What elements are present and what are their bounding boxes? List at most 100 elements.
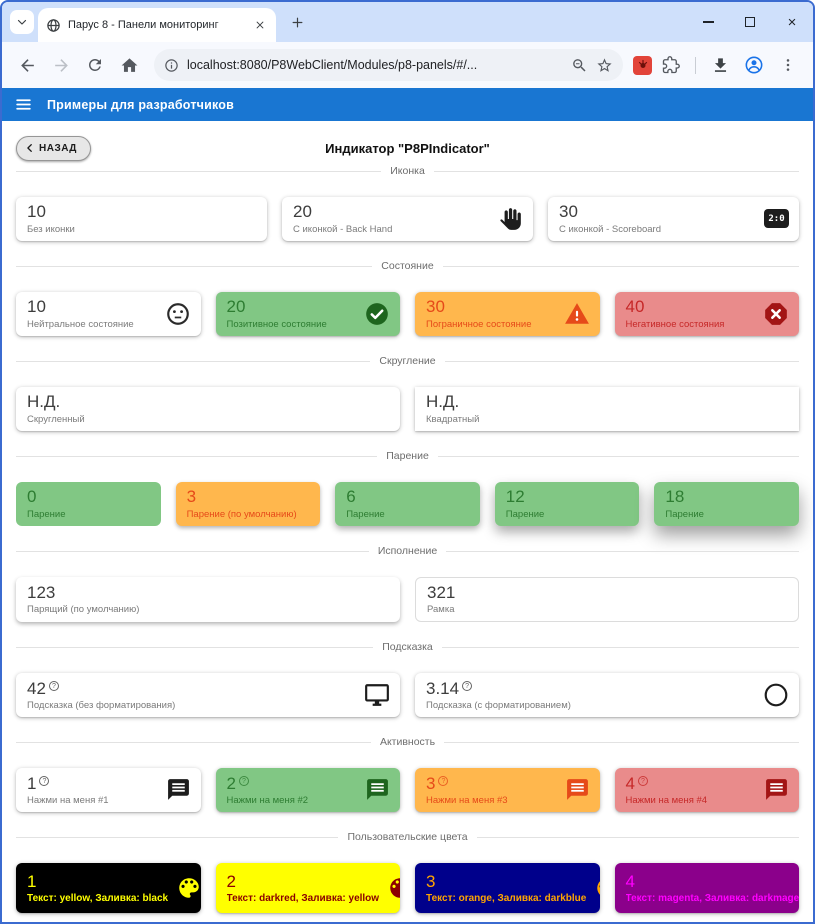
maximize-icon [745,17,755,27]
tab-close-button[interactable] [251,17,268,34]
indicator-card-clickable[interactable]: 1? Нажми на меня #1 [16,768,201,813]
palette-icon [179,878,199,898]
bookmark-star-icon[interactable] [596,57,613,74]
indicator-caption: Текст: darkred, Заливка: yellow [226,893,380,905]
info-icon[interactable] [164,58,179,73]
indicator-value: 2? [227,774,309,794]
help-badge-icon: ? [48,680,59,691]
section-state: Состояние 10 Нейтральное состояние 20 По… [16,260,799,336]
section-divider: Скругление [16,355,799,367]
indicator-value: 4? [626,774,708,794]
indicator-card-clickable[interactable]: 2? Нажми на меня #2 [215,768,400,813]
window-close-button[interactable]: × [771,2,813,42]
downloads-button[interactable] [705,50,735,80]
indicator-card: 40 Негативное состояния [614,292,799,336]
section-custom-colors: Пользовательские цвета 1 Текст: yellow, … [16,831,800,914]
section-rounding: Скругление Н.Д. Скругленный Н.Д. Квадрат… [16,355,799,431]
indicator-caption: Нажми на меня #2 [226,795,309,807]
section-activity: Активность 1? Нажми на меня #1 2? Нажми … [16,736,799,813]
window-maximize-button[interactable] [729,2,771,42]
new-tab-button[interactable] [284,9,310,35]
indicator-caption: Подсказка (без форматирования) [27,700,176,712]
indicator-value: 3 [186,487,197,507]
indicator-value: 3? [426,774,508,794]
indicator-card: 4 Текст: magenta, Заливка: darkmage... [614,863,800,914]
reload-button[interactable] [80,50,110,80]
section-divider: Иконка [16,165,799,177]
section-tooltip: Подсказка 42? Подсказка (без форматирова… [16,641,799,718]
close-icon [256,21,263,29]
indicator-value: 1? [27,774,109,794]
indicator-card: 123 Парящий (по умолчанию) [16,577,400,623]
indicator-caption: Текст: magenta, Заливка: darkmage... [625,893,800,905]
help-badge-icon: ? [637,775,648,786]
indicator-caption: Парение (по умолчанию) [186,508,297,520]
indicator-caption: Текст: orange, Заливка: darkblue [426,893,587,905]
tab-title: Парус 8 - Панели мониторинг [68,19,219,31]
section-divider: Пользовательские цвета [16,831,799,843]
section-elevation: Парение 0 Парение 3 Парение (по умолчани… [16,450,799,526]
section-divider: Исполнение [16,545,799,557]
menu-icon[interactable] [15,96,32,113]
bug-glyph-icon [638,59,647,68]
section-icon: Иконка 10 Без иконки 20 С иконкой - Back… [16,165,799,241]
help-badge-icon: ? [39,775,50,786]
indicator-card: 3 Парение (по умолчанию) [175,482,321,526]
indicator-value: 20 [293,202,312,222]
page-content: Индикатор "P8PIndicator" НАЗАД Иконка 10… [2,121,813,922]
indicator-value: Н.Д. [426,392,460,412]
globe-icon [47,18,60,32]
indicator-value: Н.Д. [27,392,61,412]
indicator-card: 30 Пограничное состояние [415,292,600,336]
tab-search-button[interactable] [10,10,34,34]
indicator-card: 20 Позитивное состояние [215,292,400,336]
section-divider: Парение [16,450,799,462]
indicator-value: 2 [226,871,236,891]
indicator-value: 40 [625,297,645,317]
forward-nav-button[interactable] [46,50,76,80]
section-divider: Состояние [16,260,799,272]
indicator-card: 2 Текст: darkred, Заливка: yellow [215,863,400,914]
indicator-card: 10 Без иконки [16,197,267,241]
indicator-caption: Парение [665,508,704,520]
browser-menu-button[interactable] [773,50,803,80]
page-title: Индикатор "P8PIndicator" [325,140,490,156]
home-button[interactable] [114,50,144,80]
indicator-card-clickable[interactable]: 3? Нажми на меня #3 [415,768,600,813]
extension-icon-red[interactable] [633,55,652,75]
comment-icon [167,779,189,801]
app-title: Примеры для разработчиков [47,97,234,112]
circle-icon [764,683,788,707]
back-nav-button[interactable] [12,50,42,80]
address-bar[interactable]: localhost:8080/P8WebClient/Modules/p8-pa… [154,49,623,81]
indicator-caption: Нейтральное состояние [27,318,134,330]
help-badge-icon: ? [438,775,449,786]
extensions-button[interactable] [656,50,686,80]
neutral-face-icon [166,302,189,325]
indicator-card: 3 Текст: orange, Заливка: darkblue [415,863,600,914]
zoom-out-icon[interactable] [571,57,588,74]
back-button[interactable]: НАЗАД [16,135,91,161]
indicator-card: 12 Парение [494,482,640,526]
indicator-card: 20 С иконкой - Back Hand [282,197,533,241]
more-vert-icon [786,59,790,71]
section-divider: Подсказка [16,641,799,653]
indicator-caption: С иконкой - Scoreboard [559,223,662,235]
comment-icon [367,779,388,801]
profile-button[interactable] [739,50,769,80]
indicator-value: 3.14? [426,679,571,699]
indicator-caption: С иконкой - Back Hand [293,223,393,235]
window-minimize-button[interactable] [687,2,729,42]
browser-tab[interactable]: Парус 8 - Панели мониторинг [38,8,276,42]
url-text[interactable]: localhost:8080/P8WebClient/Modules/p8-pa… [187,58,478,72]
indicator-caption: Позитивное состояние [226,318,327,330]
indicator-value: 321 [427,583,456,602]
indicator-value: 0 [27,487,37,507]
plus-icon [292,17,302,27]
indicator-card: Н.Д. Квадратный [415,387,799,431]
indicator-value: 30 [426,297,445,317]
indicator-caption: Без иконки [27,223,75,235]
help-badge-icon: ? [462,680,473,691]
indicator-card-clickable[interactable]: 4? Нажми на меня #4 [614,768,799,813]
scoreboard-icon: 2:0 [764,209,789,228]
